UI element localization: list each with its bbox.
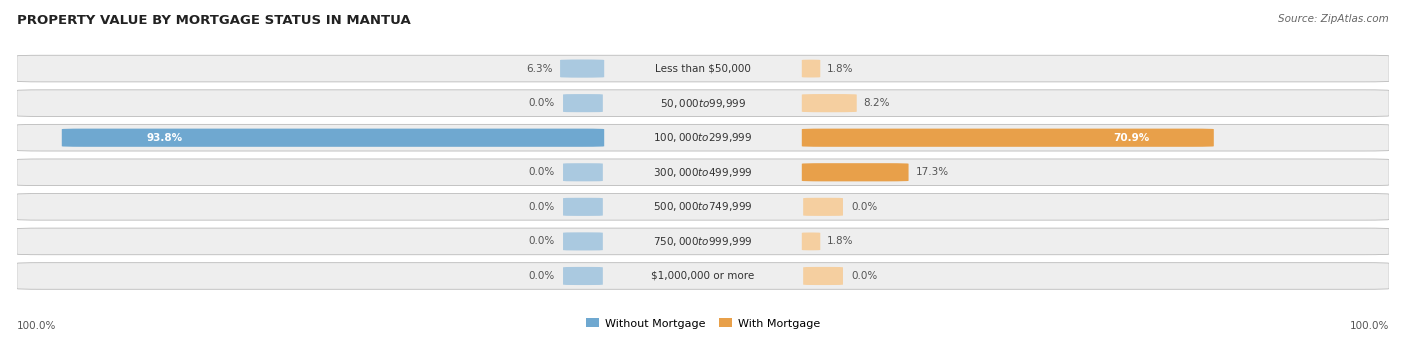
- Text: $750,000 to $999,999: $750,000 to $999,999: [654, 235, 752, 248]
- Text: 0.0%: 0.0%: [529, 271, 555, 281]
- FancyBboxPatch shape: [803, 267, 844, 285]
- Text: $500,000 to $749,999: $500,000 to $749,999: [654, 201, 752, 213]
- FancyBboxPatch shape: [17, 194, 1389, 220]
- FancyBboxPatch shape: [562, 232, 603, 251]
- Text: $300,000 to $499,999: $300,000 to $499,999: [654, 166, 752, 179]
- FancyBboxPatch shape: [17, 263, 1389, 289]
- FancyBboxPatch shape: [801, 129, 1213, 147]
- Text: 1.8%: 1.8%: [827, 63, 853, 74]
- FancyBboxPatch shape: [562, 163, 603, 181]
- Text: 0.0%: 0.0%: [529, 202, 555, 212]
- Text: 100.0%: 100.0%: [1350, 321, 1389, 331]
- FancyBboxPatch shape: [562, 198, 603, 216]
- FancyBboxPatch shape: [562, 267, 603, 285]
- Text: 6.3%: 6.3%: [527, 63, 553, 74]
- Text: $50,000 to $99,999: $50,000 to $99,999: [659, 97, 747, 110]
- Text: 100.0%: 100.0%: [17, 321, 56, 331]
- Text: 70.9%: 70.9%: [1114, 133, 1149, 143]
- Text: 1.8%: 1.8%: [827, 236, 853, 247]
- Text: 0.0%: 0.0%: [851, 271, 877, 281]
- FancyBboxPatch shape: [801, 163, 908, 181]
- FancyBboxPatch shape: [17, 228, 1389, 255]
- Legend: Without Mortgage, With Mortgage: Without Mortgage, With Mortgage: [582, 314, 824, 333]
- FancyBboxPatch shape: [801, 94, 856, 112]
- FancyBboxPatch shape: [800, 232, 823, 251]
- Text: 0.0%: 0.0%: [529, 98, 555, 108]
- FancyBboxPatch shape: [560, 59, 605, 78]
- Text: $1,000,000 or more: $1,000,000 or more: [651, 271, 755, 281]
- Text: 0.0%: 0.0%: [529, 236, 555, 247]
- Text: $100,000 to $299,999: $100,000 to $299,999: [654, 131, 752, 144]
- Text: Less than $50,000: Less than $50,000: [655, 63, 751, 74]
- FancyBboxPatch shape: [800, 59, 823, 78]
- FancyBboxPatch shape: [17, 55, 1389, 82]
- Text: 0.0%: 0.0%: [529, 167, 555, 177]
- Text: 0.0%: 0.0%: [851, 202, 877, 212]
- Text: Source: ZipAtlas.com: Source: ZipAtlas.com: [1278, 14, 1389, 24]
- FancyBboxPatch shape: [17, 90, 1389, 116]
- FancyBboxPatch shape: [17, 124, 1389, 151]
- Text: 93.8%: 93.8%: [146, 133, 183, 143]
- FancyBboxPatch shape: [62, 129, 605, 147]
- FancyBboxPatch shape: [803, 198, 844, 216]
- FancyBboxPatch shape: [562, 94, 603, 112]
- Text: 17.3%: 17.3%: [915, 167, 949, 177]
- Text: 8.2%: 8.2%: [863, 98, 890, 108]
- Text: PROPERTY VALUE BY MORTGAGE STATUS IN MANTUA: PROPERTY VALUE BY MORTGAGE STATUS IN MAN…: [17, 14, 411, 27]
- FancyBboxPatch shape: [17, 159, 1389, 186]
